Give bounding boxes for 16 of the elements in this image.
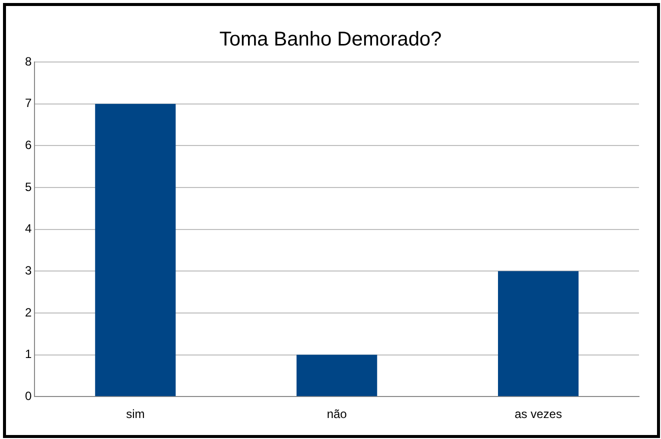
x-tick-label: as vezes xyxy=(514,407,562,422)
y-tick-label: 1 xyxy=(24,347,32,362)
bar xyxy=(95,104,176,396)
bar xyxy=(296,354,378,396)
bar xyxy=(498,271,579,396)
y-tick-label: 6 xyxy=(24,138,32,152)
x-tick-label: sim xyxy=(126,407,145,422)
y-tick-label: 0 xyxy=(24,388,32,403)
y-tick-label: 5 xyxy=(24,180,32,194)
x-tick-label: não xyxy=(326,407,348,422)
y-tick-label: 4 xyxy=(24,222,32,236)
chart-title: Toma Banho Demorado? xyxy=(219,28,442,51)
y-tick-label: 2 xyxy=(24,305,32,320)
y-tick-label: 3 xyxy=(24,263,32,278)
y-tick-label: 7 xyxy=(24,96,32,110)
y-tick-label: 8 xyxy=(24,54,32,68)
